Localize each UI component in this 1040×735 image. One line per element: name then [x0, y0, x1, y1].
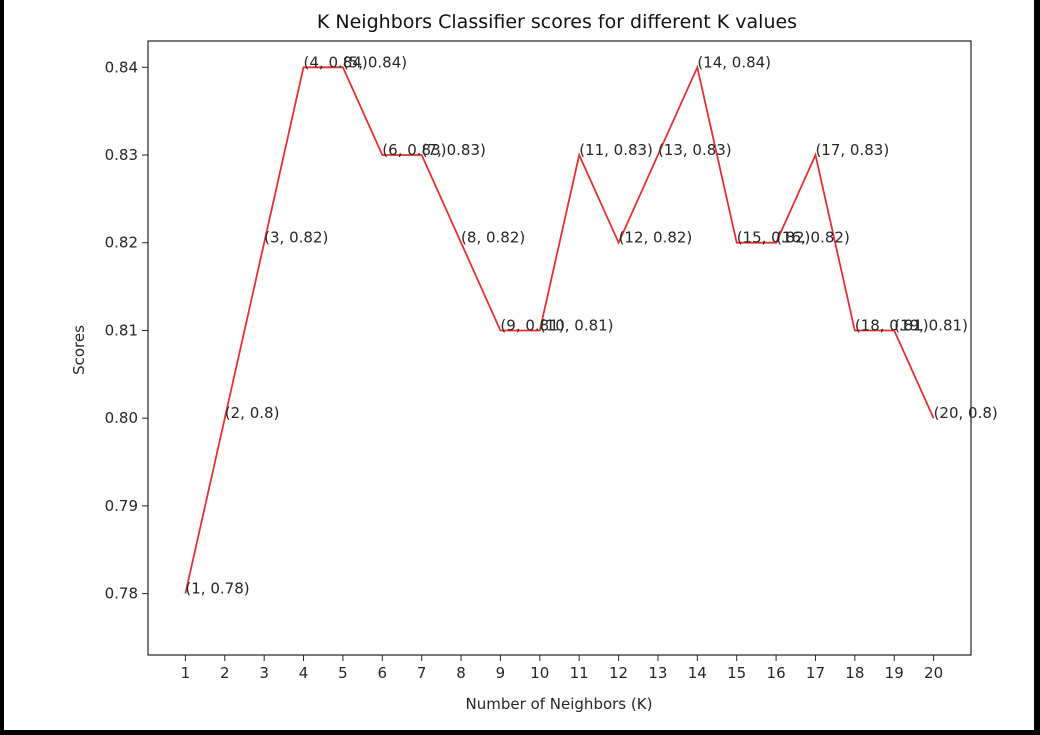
data-point-label: (6, 0.83)	[382, 141, 446, 159]
data-point-label: (5, 0.84)	[343, 53, 407, 71]
data-point-label: (9, 0.81)	[500, 316, 564, 334]
y-axis-ticks: 0.78 0.79 0.80 0.81 0.82 0.83 0.84	[105, 58, 148, 603]
x-tick-label: 3	[259, 664, 269, 682]
y-tick-label: 0.83	[105, 146, 138, 164]
score-series-line	[184, 64, 935, 594]
data-point-label: (17, 0.83)	[815, 141, 889, 159]
x-tick-label: 13	[648, 664, 667, 682]
y-tick-label: 0.80	[105, 409, 138, 427]
x-tick-label: 7	[417, 664, 427, 682]
x-axis-ticks: 1 2 3 4 5 6 7 8 9 10 11 12 13 14 15 16 17 18 19 20	[181, 655, 943, 682]
x-tick-label: 1	[181, 664, 191, 682]
y-tick-label: 0.78	[105, 585, 138, 603]
x-axis-label: Number of Neighbors (K)	[466, 695, 653, 713]
x-tick-label: 16	[767, 664, 786, 682]
y-tick-label: 0.82	[105, 234, 138, 252]
x-tick-label: 14	[688, 664, 707, 682]
x-tick-label: 15	[727, 664, 746, 682]
x-tick-label: 9	[496, 664, 506, 682]
x-tick-label: 6	[378, 664, 388, 682]
data-point-label: (1, 0.78)	[185, 580, 249, 598]
data-point-label: (10, 0.81)	[540, 316, 614, 334]
y-axis-label: Scores	[70, 325, 88, 375]
data-point-label: (12, 0.82)	[619, 229, 693, 247]
data-point-label: (15, 0.82)	[737, 229, 811, 247]
y-tick-label: 0.81	[105, 321, 138, 339]
x-tick-label: 10	[530, 664, 549, 682]
data-point-label: (2, 0.8)	[225, 404, 280, 422]
x-tick-label: 2	[220, 664, 230, 682]
plot-area-frame	[147, 40, 972, 656]
x-tick-label: 11	[570, 664, 589, 682]
y-tick-label: 0.79	[105, 497, 138, 515]
data-point-label: (8, 0.82)	[461, 229, 525, 247]
data-point-label: (14, 0.84)	[697, 53, 771, 71]
x-tick-label: 18	[845, 664, 864, 682]
data-point-label: (19, 0.81)	[894, 316, 968, 334]
data-point-label: (18, 0.81)	[855, 316, 929, 334]
chart-canvas: K Neighbors Classifier scores for differ…	[4, 0, 1034, 730]
data-point-label: (4, 0.84)	[304, 53, 368, 71]
x-tick-label: 8	[456, 664, 466, 682]
data-point-label: (7, 0.83)	[422, 141, 486, 159]
x-tick-label: 4	[299, 664, 309, 682]
data-point-label: (20, 0.8)	[934, 404, 998, 422]
data-point-label: (11, 0.83)	[579, 141, 653, 159]
line-chart: K Neighbors Classifier scores for differ…	[70, 11, 998, 713]
data-point-label: (13, 0.83)	[658, 141, 732, 159]
x-tick-label: 20	[924, 664, 943, 682]
data-point-label: (16, 0.82)	[776, 229, 850, 247]
x-tick-label: 19	[885, 664, 904, 682]
point-labels: (1, 0.78) (2, 0.8) (3, 0.82) (4, 0.84)(5, 0…	[185, 53, 997, 597]
x-tick-label: 17	[806, 664, 825, 682]
y-tick-label: 0.84	[105, 58, 138, 76]
data-point-label: (3, 0.82)	[264, 229, 328, 247]
x-tick-label: 5	[338, 664, 348, 682]
x-tick-label: 12	[609, 664, 628, 682]
chart-title: K Neighbors Classifier scores for differ…	[317, 11, 797, 33]
